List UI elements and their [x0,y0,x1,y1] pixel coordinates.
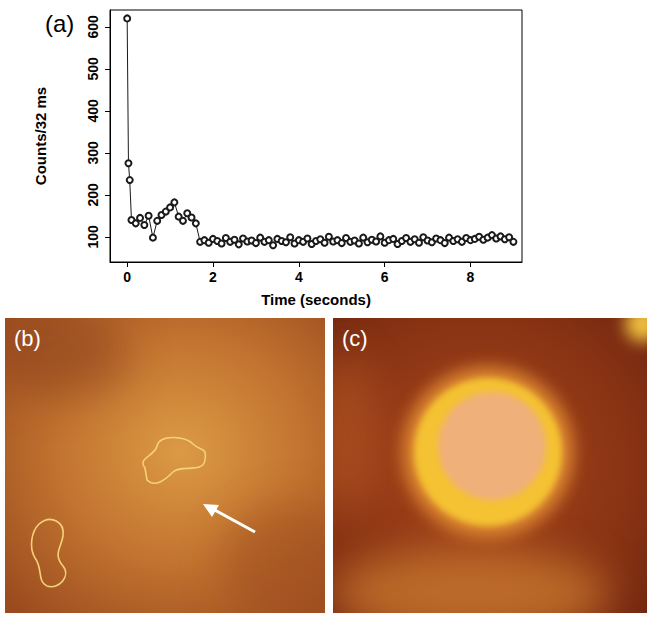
svg-text:300: 300 [85,141,101,165]
svg-text:200: 200 [85,183,101,207]
svg-text:6: 6 [381,269,389,285]
svg-text:2: 2 [209,269,217,285]
svg-text:(c): (c) [342,326,368,351]
svg-text:500: 500 [85,57,101,81]
svg-text:8: 8 [467,269,475,285]
svg-text:600: 600 [85,15,101,39]
svg-text:4: 4 [295,269,303,285]
svg-text:0: 0 [123,269,131,285]
svg-text:Counts/32 ms: Counts/32 ms [32,87,49,185]
svg-text:(a): (a) [45,10,74,37]
svg-text:400: 400 [85,99,101,123]
svg-text:Time (seconds): Time (seconds) [261,291,371,308]
svg-text:100: 100 [85,225,101,249]
svg-text:(b): (b) [14,326,41,351]
